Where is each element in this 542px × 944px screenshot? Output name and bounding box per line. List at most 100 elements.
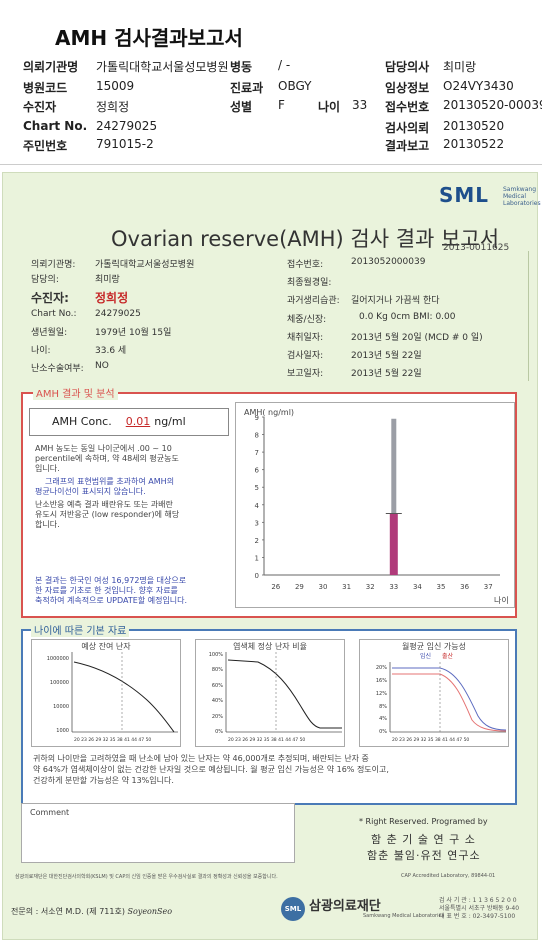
label-doctor: 담당의사: [385, 60, 430, 74]
ytick: 12%: [376, 691, 387, 697]
amh-text-line: AMH 농도는 동일 나이군에서 .00 ~ 10: [35, 444, 172, 453]
amh-foot-line: 본 결과는 한국인 여성 16,972명을 대상으로: [35, 576, 187, 585]
chart-xlabel: 나이: [494, 595, 509, 605]
y-tick-label: 6: [255, 467, 260, 475]
ytick: 20%: [212, 714, 223, 720]
y-tick-label: 8: [255, 432, 259, 440]
signature: SoyeonSeo: [127, 907, 173, 916]
label-hospital-code: 병원코드: [23, 81, 68, 95]
mini-chart-title: 예상 잔여 난자: [81, 642, 131, 651]
ytick: 0%: [215, 729, 223, 735]
ytick: 10000: [53, 704, 69, 710]
value-department: OBGY: [278, 79, 312, 93]
x-tick-label: 37: [484, 583, 493, 591]
report-sheet: SML Samkwang Medical Laboratories Ovaria…: [2, 172, 541, 940]
value-doctor: 최미랑: [443, 60, 477, 74]
label-age: 나이: [318, 100, 341, 114]
info-label: 검사일자:: [287, 351, 324, 361]
amh-foot-line: 축적하여 계속적으로 UPDATE할 예정입니다.: [35, 596, 188, 605]
info-label: 수진자:: [31, 291, 69, 305]
signer-text: 전문의 : 서소연 M.D. (제 711호): [11, 907, 125, 916]
info-value: 가톨릭대학교서울성모병원: [95, 260, 195, 270]
age-data-section: 나이에 따른 기본 자료 예상 잔여 난자 1000000 100000 100…: [21, 622, 517, 805]
info-value: 2013년 5월 22일: [351, 351, 422, 361]
ytick: 60%: [212, 683, 223, 689]
y-tick-label: 0: [255, 572, 259, 580]
ytick: 1000: [56, 728, 69, 734]
sml-logo: SML: [439, 183, 490, 207]
ytick: 4%: [379, 716, 387, 722]
amh-section-label: AMH 결과 및 분석: [33, 385, 118, 400]
x-tick-label: 31: [342, 583, 351, 591]
value-report-date: 20130522: [443, 137, 505, 151]
age-text-line: 약 64%가 염색체이상이 없는 건강한 난자일 것으로 예상됩니다. 월 평균…: [33, 765, 389, 774]
x-tick-label: 26: [271, 583, 280, 591]
info-label: Chart No.:: [31, 309, 77, 319]
value-patient: 정희정: [96, 100, 130, 114]
x-tick-label: 36: [460, 583, 469, 591]
y-tick-label: 1: [255, 554, 259, 562]
report-number: 2013-0011625: [443, 243, 510, 253]
amh-text-line: 평균나이선이 표시되지 않습니다.: [35, 487, 146, 496]
accreditation-note: 삼광의료재단은 대한진단검사의학회(KSLM) 및 CAP의 신임 인증을 받은…: [15, 874, 278, 880]
label-patient: 수진자: [23, 100, 57, 114]
page-title: AMH 검사결과보고서: [55, 26, 243, 50]
contact-line: 서울특별시 서초구 방배동 9-40: [439, 905, 520, 912]
value-ward: / -: [278, 58, 291, 72]
ytick: 20%: [376, 665, 387, 671]
value-hospital: 가톨릭대학교서울성모병원: [96, 60, 229, 74]
comment-label: Comment: [30, 808, 70, 817]
y-tick-label: 2: [255, 537, 259, 545]
xticks: 20 23 26 29 32 35 38 41 44 47 50: [392, 737, 469, 743]
x-tick-label: 30: [319, 583, 328, 591]
info-label: 최종월경일:: [287, 278, 332, 288]
info-value: 0.0 Kg 0cm BMI: 0.00: [359, 312, 456, 322]
value-age: 33: [352, 98, 368, 112]
value-clinical-info: O24VY3430: [443, 79, 514, 93]
ytick: 80%: [212, 667, 223, 673]
amh-text-line: 합니다.: [35, 520, 60, 529]
age-section-label: 나이에 따른 기본 자료: [31, 622, 130, 637]
average-bar: [391, 418, 397, 575]
amh-conc-value: 0.01: [125, 415, 151, 428]
ytick: 8%: [379, 704, 387, 710]
pregnancy-chance-svg: 임신 출산 20% 16% 12% 8% 4% 0% 20 23 26 29 3…: [376, 652, 507, 743]
comment-box: Comment: [21, 803, 295, 863]
ytick: 100%: [209, 652, 224, 658]
amh-concentration-box: AMH Conc. 0.01 ng/ml: [29, 408, 229, 436]
normal-chromosome-curve: [227, 659, 342, 729]
corp-name: 삼광의료재단: [309, 899, 381, 914]
x-tick-label: 33: [389, 583, 398, 591]
y-tick-label: 9: [255, 414, 259, 422]
y-tick-label: 4: [255, 502, 260, 510]
info-value: 2013년 5월 20일 (MCD # 0 일): [351, 333, 483, 343]
report-header: AMH 검사결과보고서 의뢰기관명 가톨릭대학교서울성모병원 병동 / - 담당…: [0, 0, 542, 165]
patient-info-box: 의뢰기관명: 가톨릭대학교서울성모병원 담당의: 최미랑 수진자: 정희정 Ch…: [25, 251, 529, 381]
label-hospital: 의뢰기관명: [23, 60, 79, 74]
sml-logo-subtitle: Samkwang Medical Laboratories: [503, 186, 541, 207]
label-department: 진료과: [230, 81, 264, 95]
info-value: 길어지거나 가끔씩 한다: [351, 296, 440, 306]
info-label: 과거생리습관:: [287, 296, 340, 306]
info-value: 최미랑: [95, 275, 120, 285]
info-value: 2013년 5월 22일: [351, 369, 422, 379]
amh-result-section: AMH 결과 및 분석 AMH Conc. 0.01 ng/ml AMH 농도는 동…: [21, 385, 517, 618]
legend-birth: 출산: [442, 652, 454, 660]
value-hospital-code: 15009: [96, 79, 135, 93]
label-clinical-info: 임상정보: [385, 81, 430, 95]
pregnancy-curve: [392, 667, 507, 731]
info-label: 생년월일:: [31, 328, 68, 338]
x-tick-label: 32: [366, 583, 375, 591]
patient-name-value: 정희정: [95, 291, 129, 305]
xticks: 20 23 26 29 32 35 38 41 44 47 50: [228, 737, 305, 743]
report-title: Ovarian reserve(AMH) 검사 결과 보고서: [111, 227, 500, 251]
x-tick-label: 29: [295, 583, 304, 591]
info-value: NO: [95, 361, 109, 371]
xticks: 20 23 26 29 32 35 38 41 44 47 50: [74, 737, 151, 743]
ytick: 1000000: [47, 656, 69, 662]
label-ward: 병동: [230, 60, 253, 74]
info-label: 담당의:: [31, 275, 59, 285]
info-label: 체중/신장:: [287, 315, 327, 325]
remaining-eggs-chart: 예상 잔여 난자 1000000 100000 10000 1000 20 23…: [31, 639, 181, 747]
